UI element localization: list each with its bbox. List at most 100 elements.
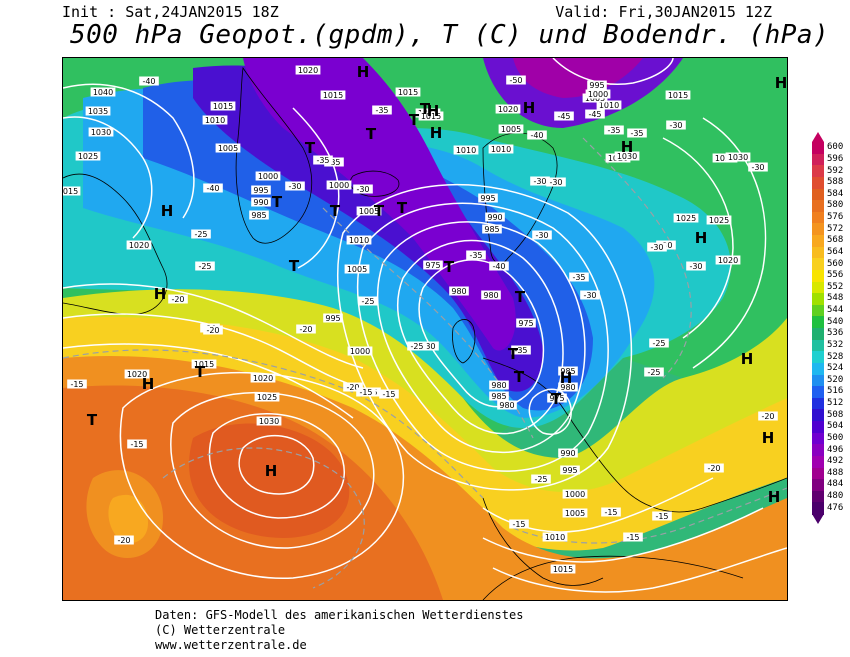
- isobar-label-text: 1010: [205, 116, 225, 125]
- temperature-label-text: -15: [70, 380, 83, 389]
- isobar-label: 1010: [453, 145, 479, 155]
- isobar-label: 1025: [254, 392, 280, 402]
- isobars: [63, 58, 787, 593]
- legend-swatch: [812, 386, 824, 399]
- temperature-label: -15: [623, 532, 643, 542]
- temperature-label-text: -35: [572, 273, 585, 282]
- legend-swatch: [812, 374, 824, 387]
- legend-level-label: 600: [827, 142, 844, 153]
- field-lightorange-sw: [108, 494, 148, 543]
- temperature-label: -15: [509, 519, 529, 529]
- temperature-label: -25: [407, 341, 427, 351]
- isobar-north-3: [292, 107, 340, 269]
- africa-coast: [482, 555, 744, 600]
- isobar-label-text: 1030: [617, 152, 637, 161]
- temperature-label: -15: [356, 387, 376, 397]
- isobar-label: 985: [249, 210, 269, 220]
- legend-swatch: [812, 409, 824, 422]
- legend-swatch: [812, 246, 824, 259]
- legend-swatch: [812, 142, 824, 155]
- temperature-label-text: -30: [751, 163, 764, 172]
- temperature-label: -20: [168, 294, 188, 304]
- low-pressure-marker: T: [508, 345, 519, 363]
- temperature-label-text: -20: [117, 536, 130, 545]
- temperature-label: -35: [604, 125, 624, 135]
- legend-level-label: 484: [827, 479, 844, 490]
- isobar-label: 980: [489, 380, 509, 390]
- legend-level-label: 488: [827, 467, 844, 478]
- isobar-label: 995: [251, 185, 271, 195]
- low-pressure-marker: T: [514, 368, 525, 386]
- temperature-label-text: -30: [583, 291, 596, 300]
- temperature-label-text: -15: [359, 388, 372, 397]
- temperature-label-text: -20: [171, 295, 184, 304]
- isobar-label: 1030: [712, 153, 738, 163]
- legend-level-label: 496: [827, 444, 844, 455]
- iceland-coast: [349, 170, 400, 197]
- temperature-label-text: -15: [604, 508, 617, 517]
- isobar-label: 1000: [562, 489, 588, 499]
- isobar-label-text: 1020: [127, 370, 147, 379]
- isobar-low-5: [336, 183, 633, 491]
- temperature-label: -25: [191, 229, 211, 239]
- isobar-label: 1000: [255, 171, 281, 181]
- isobar-label-text: 1025: [257, 393, 277, 402]
- high-pressure-marker: H: [161, 202, 174, 220]
- temperature-label-text: -25: [410, 342, 423, 351]
- isobar-label: 1010: [542, 532, 568, 542]
- high-pressure-marker: H: [695, 229, 708, 247]
- isobar-label-text: 1000: [350, 347, 370, 356]
- temperature-label-text: -30: [650, 243, 663, 252]
- isobar-label-text: 995: [325, 314, 340, 323]
- legend-level-label: 568: [827, 235, 844, 246]
- legend-level-label: 588: [827, 177, 844, 188]
- isobar-label: 1000: [326, 180, 352, 190]
- temperature-label: -35: [511, 345, 531, 355]
- temperature-label-text: -35: [469, 251, 482, 260]
- isobar-label: 1010: [202, 115, 228, 125]
- legend-level-label: 564: [827, 246, 844, 257]
- field-violet: [243, 58, 516, 351]
- isotherm-1: [63, 349, 484, 499]
- low-pressure-marker: T: [272, 193, 283, 211]
- high-pressure-marker: H: [762, 429, 775, 447]
- isobar-label-text: 1010: [599, 101, 619, 110]
- temperature-label-text: -20: [299, 325, 312, 334]
- low-pressure-marker: T: [195, 363, 206, 381]
- legend-level-label: 524: [827, 363, 844, 374]
- high-pressure-marker: H: [154, 285, 167, 303]
- iberia-coast: [482, 497, 604, 586]
- isobar-label-text: 1035: [88, 107, 108, 116]
- temperature-label-text: -35: [514, 346, 527, 355]
- isobar-label: 1015: [418, 111, 444, 121]
- temperature-label: -30: [546, 177, 566, 187]
- isobar-high-2: [208, 413, 345, 519]
- isobar-label: 1010: [596, 100, 622, 110]
- legend-level-label: 536: [827, 328, 844, 339]
- isobar-south-2: [482, 507, 764, 563]
- temperature-label: -40: [203, 183, 223, 193]
- temperature-label: -25: [649, 338, 669, 348]
- isobar-label: 975: [547, 393, 567, 403]
- legend-swatch: [812, 269, 824, 282]
- temperature-label: -50: [506, 75, 526, 85]
- temperature-label: -35: [372, 105, 392, 115]
- temperature-label-text: -30: [549, 178, 562, 187]
- isobar-label: 1000: [347, 346, 373, 356]
- isobar-label: 1030: [88, 127, 114, 137]
- temperature-label-text: -25: [361, 297, 374, 306]
- isobar-label-text: 985: [491, 392, 506, 401]
- temperature-label-text: -15: [512, 520, 525, 529]
- isobar-high-center: [238, 434, 315, 495]
- isobar-low-center: [418, 259, 545, 408]
- temperature-label: -30: [580, 290, 600, 300]
- temperature-label-text: -35: [375, 106, 388, 115]
- legend-swatch: [812, 444, 824, 457]
- valid-time: Valid: Fri,30JAN2015 12Z: [555, 3, 772, 21]
- isobar-label: 980: [558, 382, 578, 392]
- isobar-label-text: 1025: [676, 214, 696, 223]
- temperature-label: -35: [569, 272, 589, 282]
- temperature-label-text: -20: [707, 464, 720, 473]
- temperature-label: -20: [114, 535, 134, 545]
- temperature-label-text: -30: [535, 231, 548, 240]
